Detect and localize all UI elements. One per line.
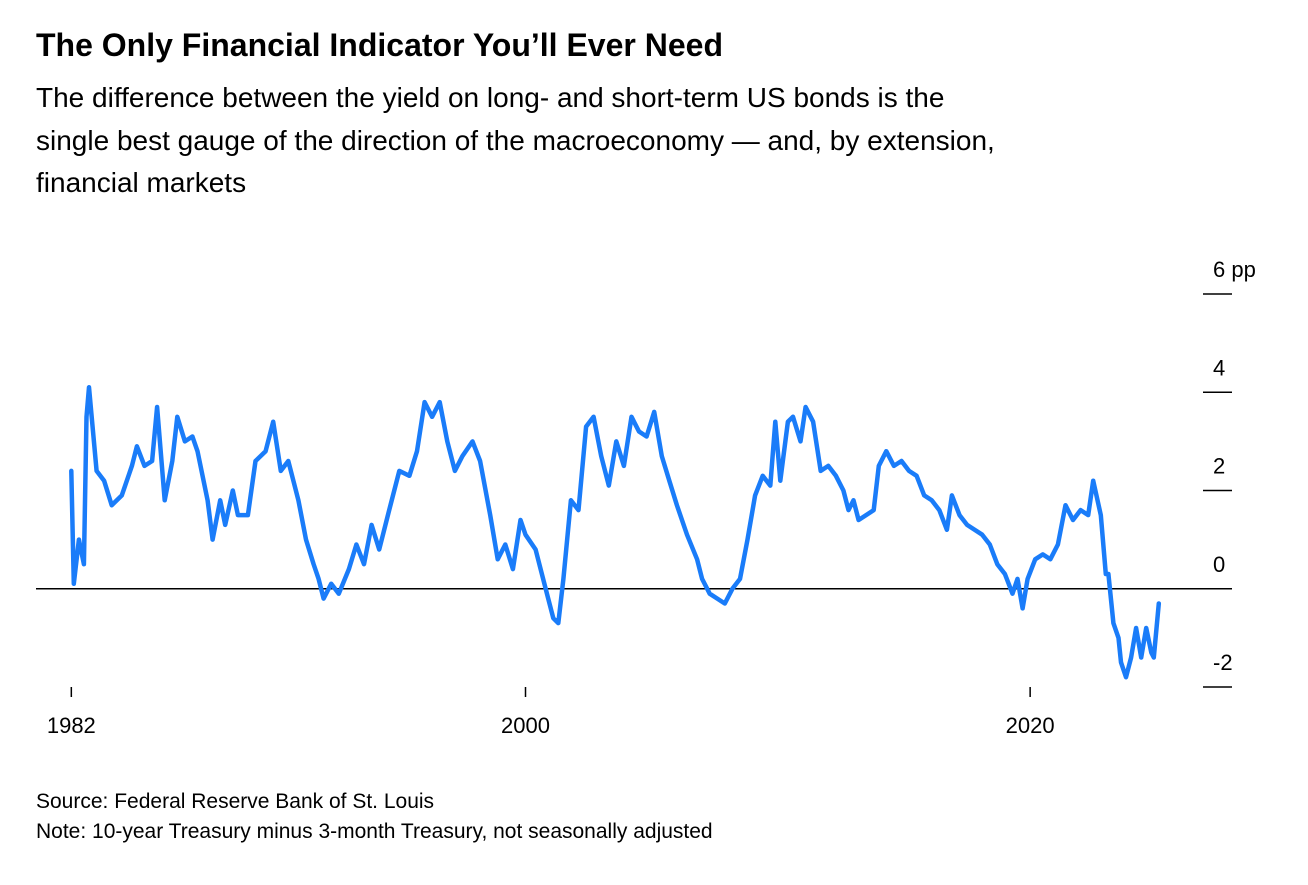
note: Note: 10-year Treasury minus 3-month Tre… — [36, 820, 713, 843]
y-tick-label: 6 pp — [1213, 257, 1256, 282]
y-tick-label: -2 — [1213, 650, 1233, 675]
y-tick-label: 0 — [1213, 552, 1225, 577]
subtitle: single best gauge of the direction of th… — [36, 125, 995, 156]
x-tick-label: 1982 — [47, 713, 96, 738]
x-tick-label: 2000 — [501, 713, 550, 738]
y-tick-label: 4 — [1213, 355, 1225, 380]
subtitle: financial markets — [36, 167, 246, 198]
chart-title: The Only Financial Indicator You’ll Ever… — [36, 27, 723, 63]
x-tick-label: 2020 — [1006, 713, 1055, 738]
source: Source: Federal Reserve Bank of St. Loui… — [36, 790, 434, 813]
subtitle: The difference between the yield on long… — [36, 82, 944, 113]
data-line — [69, 385, 1162, 680]
y-tick-label: 2 — [1213, 454, 1225, 479]
